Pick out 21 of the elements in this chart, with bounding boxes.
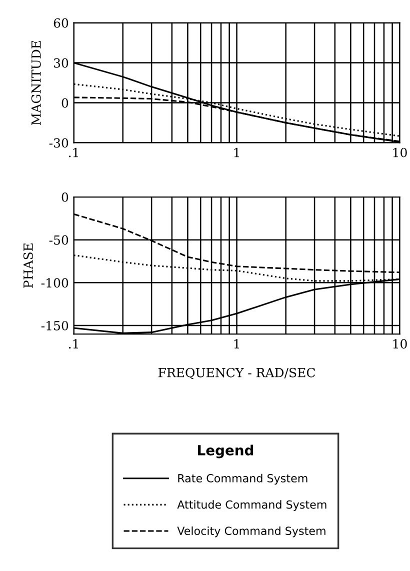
x-tick-label: 10	[393, 148, 407, 158]
x-tick-label: 1	[234, 339, 239, 348]
legend-label: Attitude Command System	[177, 500, 326, 511]
x-tick-label: .1	[69, 339, 78, 349]
y-tick-label: 0	[62, 98, 68, 108]
legend-title: Legend	[198, 444, 254, 458]
y-tick-label: 0	[62, 192, 68, 202]
y-axis-title: PHASE	[23, 244, 33, 288]
y-tick-label: -150	[41, 320, 68, 330]
x-tick-label: .1	[69, 148, 78, 158]
legend-label: Velocity Command System	[177, 526, 326, 538]
x-axis-title: FREQUENCY - RAD/SEC	[158, 368, 316, 380]
x-tick-label: 10	[393, 339, 407, 349]
y-axis-title: MAGNITUDE	[31, 40, 41, 126]
y-tick-label: 60	[54, 18, 68, 28]
y-tick-label: -30	[49, 138, 68, 148]
y-tick-label: -50	[49, 235, 68, 245]
y-tick-label: 30	[54, 58, 68, 68]
x-tick-label: 1	[234, 148, 239, 158]
legend-label: Rate Command System	[178, 474, 308, 485]
y-tick-label: -100	[41, 278, 68, 288]
